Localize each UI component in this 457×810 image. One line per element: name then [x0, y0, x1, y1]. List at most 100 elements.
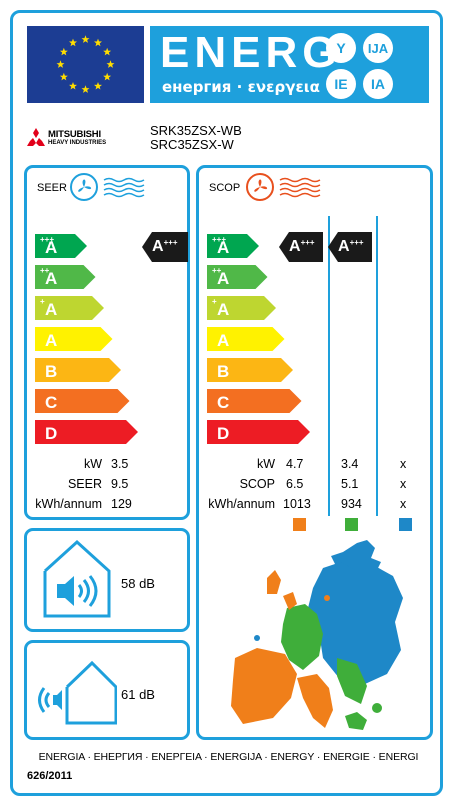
seer-class-arrow: C	[35, 389, 130, 413]
eu-flag	[27, 26, 144, 103]
class-letter: A	[45, 238, 58, 257]
scop-row-label: kW	[256, 457, 275, 471]
seer-row-label: kW	[83, 457, 102, 471]
scop-rating-tag: A+++	[279, 232, 323, 262]
scop-value: x	[400, 457, 407, 471]
eu-star-icon	[59, 72, 68, 81]
scop-row-label: SCOP	[239, 477, 275, 491]
class-letter: A	[217, 238, 230, 257]
class-sup: +++	[40, 235, 55, 244]
eu-star-icon	[59, 47, 68, 56]
scop-class-arrow: C	[207, 389, 302, 413]
eu-star-icon	[103, 47, 112, 56]
class-letter: A	[217, 331, 230, 350]
outdoor-noise-value: 61 dB	[121, 687, 155, 702]
scop-class-arrow: D	[207, 420, 310, 444]
scop-rating-sup: +++	[349, 238, 364, 247]
energy-subtitle: енергия · ενεργεια	[162, 78, 320, 96]
class-letter: A	[217, 269, 230, 288]
seer-class-arrow: A ++	[35, 265, 96, 289]
language-bubble: IA	[363, 69, 393, 99]
eu-star-icon	[56, 60, 65, 68]
outdoor-sound-icon	[38, 660, 117, 725]
model-outdoor: SRC35ZSX-W	[150, 137, 234, 152]
class-letter: A	[217, 300, 230, 319]
class-letter: B	[217, 362, 230, 381]
scop-row-label: kWh/annum	[208, 497, 275, 511]
seer-row-value: 9.5	[111, 477, 129, 491]
class-letter: C	[217, 393, 230, 412]
footer-languages: ENERGIA · ЕНЕРГИЯ · ΕΝΕΡΓΕΙΑ · ENERGIJA …	[38, 751, 419, 763]
seer-rating-tag: A+++	[142, 232, 188, 262]
seer-class-arrow: D	[35, 420, 138, 444]
seer-row-label: SEER	[67, 477, 102, 491]
class-letter: D	[45, 424, 58, 443]
scop-class-arrow: A	[207, 327, 285, 351]
column-divider	[376, 216, 378, 516]
class-sup: ++	[212, 266, 222, 275]
class-letter: A	[45, 300, 58, 319]
heating-fan-icon	[246, 173, 321, 201]
eu-star-icon	[94, 38, 102, 47]
brand-name: MITSUBISHI	[48, 129, 101, 140]
europe-climate-map	[231, 540, 403, 730]
language-bubble: IJA	[363, 33, 393, 63]
class-letter: C	[45, 393, 58, 412]
class-letter: D	[217, 424, 230, 443]
eu-star-icon	[103, 72, 112, 81]
seer-row-value: 3.5	[111, 457, 129, 471]
scop-value: 3.4	[341, 457, 359, 471]
column-divider	[328, 216, 330, 516]
scop-value: x	[400, 497, 407, 511]
scop-rating-letter: A	[338, 238, 350, 255]
scop-class-arrow: A +++	[207, 234, 259, 258]
language-bubble: IE	[326, 69, 356, 99]
regulation-number: 626/2011	[27, 770, 73, 782]
seer-row-label: kWh/annum	[35, 497, 102, 511]
outdoor-noise-panel: 61 dB	[24, 640, 190, 740]
seer-title: SEER	[37, 182, 67, 194]
model-indoor: SRK35ZSX-WB	[150, 123, 242, 138]
scop-rating-letter: A	[289, 238, 301, 255]
class-sup: +	[212, 297, 217, 306]
seer-class-arrow: B	[35, 358, 121, 382]
scop-value: 6.5	[286, 477, 304, 491]
scop-panel: SCOP A +++ A ++ A + A B C D A+++ A+++ kW SCOP kWh…	[196, 165, 433, 740]
seer-class-arrow: A	[35, 327, 113, 351]
mitsubishi-diamonds-icon	[27, 128, 45, 146]
indoor-noise-value: 58 dB	[121, 576, 155, 591]
scop-rating-tag: A+++	[328, 232, 372, 262]
scop-rating-sup: +++	[300, 238, 315, 247]
class-sup: +++	[212, 235, 227, 244]
climate-warmer-marker	[345, 518, 358, 531]
seer-class-arrow: A +++	[35, 234, 87, 258]
class-letter: B	[45, 362, 58, 381]
class-letter: A	[45, 331, 58, 350]
scop-value: 934	[341, 497, 362, 511]
scop-value: 5.1	[341, 477, 359, 491]
seer-rating-sup: +++	[163, 238, 178, 247]
eu-star-icon	[81, 35, 90, 43]
seer-row-value: 129	[111, 497, 132, 511]
brand-subtitle: HEAVY INDUSTRIES	[48, 140, 107, 146]
eu-stars-icon	[56, 35, 115, 93]
eu-star-icon	[69, 81, 77, 90]
class-letter: A	[45, 269, 58, 288]
eu-star-icon	[69, 38, 77, 47]
seer-class-arrow: A +	[35, 296, 104, 320]
scop-class-arrow: A ++	[207, 265, 268, 289]
seer-rating-letter: A	[152, 238, 164, 255]
eu-star-icon	[106, 60, 115, 68]
scop-value: 4.7	[286, 457, 304, 471]
class-sup: ++	[40, 266, 50, 275]
energy-header: ENERG енергия · ενεργεια Y IJA IE IA	[150, 26, 429, 103]
energy-title: ENERG	[160, 28, 342, 77]
class-sup: +	[40, 297, 45, 306]
indoor-sound-icon	[43, 539, 111, 618]
language-bubble: Y	[326, 33, 356, 63]
indoor-noise-panel: 58 dB	[24, 528, 190, 632]
cooling-fan-icon	[70, 173, 145, 201]
brand-logo: MITSUBISHI HEAVY INDUSTRIES	[26, 128, 136, 150]
eu-star-icon	[81, 85, 90, 93]
scop-class-arrow: B	[207, 358, 293, 382]
